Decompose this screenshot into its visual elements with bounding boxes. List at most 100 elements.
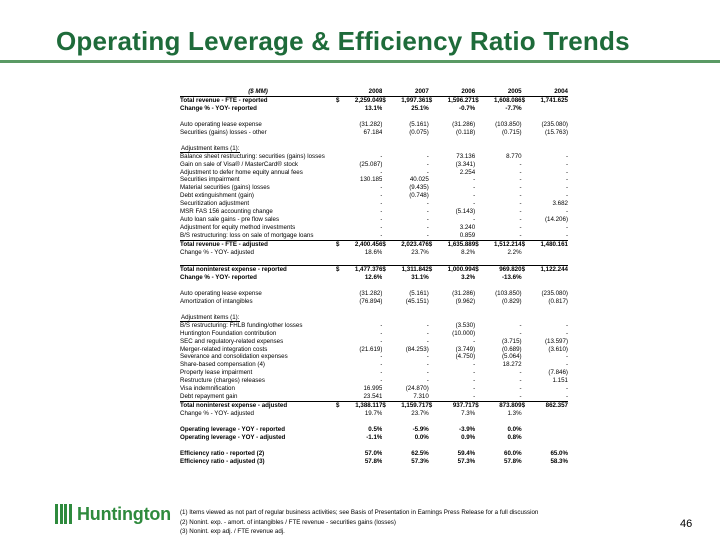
year-header: 2008 xyxy=(336,88,383,97)
cell-value: 16.995 xyxy=(363,385,383,393)
row-label: Balance sheet restructuring: securities … xyxy=(180,152,325,160)
table-row: Change % - YOY- adjusted 19.7% 23.7% 7.3% 1.… xyxy=(180,410,568,418)
cell-value: 7.310 xyxy=(413,393,429,401)
cell-value: - xyxy=(565,353,568,361)
spacer-row xyxy=(180,442,568,450)
cell-value: 18.6% xyxy=(364,249,383,257)
row-label: Total revenue - FTE - reported xyxy=(180,96,268,104)
cell-value: - xyxy=(380,353,383,361)
cell-value: (0.118) xyxy=(456,128,476,136)
cell-value: - xyxy=(519,393,522,401)
table-row: MSR FAS 156 accounting change - - (5.143) - - xyxy=(180,208,568,216)
cell-value: - xyxy=(519,200,522,208)
cell-value: 2.254 xyxy=(459,168,476,176)
cell-value: $1,311.842 xyxy=(382,264,429,274)
cell-value: 1.151 xyxy=(552,377,568,385)
cell-value xyxy=(429,282,475,290)
cell-value: (25.087) xyxy=(359,160,383,168)
table-row: Gain on sale of Visa® / MasterCard® stoc… xyxy=(180,161,568,169)
slide-title: Operating Leverage & Efficiency Ratio Tr… xyxy=(56,26,630,56)
cell-value: $1,477.376 xyxy=(336,264,383,274)
table-row: Auto operating lease expense (31.282) (5.1… xyxy=(180,290,568,298)
cell-value: - xyxy=(380,337,383,345)
cell-value: 130.185 xyxy=(360,176,383,184)
currency-symbol: $ xyxy=(428,241,433,249)
cell-value: - xyxy=(473,393,476,401)
cell-value: - xyxy=(426,361,429,369)
cell-value: $1,741.625 xyxy=(521,96,568,104)
cell-value: - xyxy=(519,224,522,232)
currency-symbol: $ xyxy=(475,241,479,249)
footnote: (2) Nonint. exp. - amort. of intangibles… xyxy=(180,518,396,526)
cell-value: - xyxy=(380,369,383,377)
cell-value xyxy=(336,145,382,153)
cell-value: 0.8% xyxy=(507,433,522,441)
cell-value: (0.715) xyxy=(501,128,522,136)
cell-value: - xyxy=(519,321,522,329)
row-label: Adjustment for equity method investments xyxy=(180,224,296,232)
table-row: Securities (gains) losses - other 67.184 (… xyxy=(180,129,568,137)
cell-value: (14.206) xyxy=(544,216,568,224)
cell-value: - xyxy=(426,377,429,385)
cell-value xyxy=(382,418,428,426)
cell-value: - xyxy=(426,369,429,377)
cell-value: 31.1% xyxy=(411,273,429,281)
cell-value: -0.7% xyxy=(459,104,476,112)
table-row: Operating leverage - YOY - reported 0.5% -… xyxy=(180,426,568,434)
spacer-row xyxy=(180,113,568,121)
row-label: Amortization of intangibles xyxy=(180,297,253,305)
cell-value: - xyxy=(519,168,522,176)
cell-value: 57.8% xyxy=(364,457,383,465)
currency-symbol: $ xyxy=(382,402,386,410)
cell-value: (5.143) xyxy=(455,208,476,216)
currency-symbol: $ xyxy=(475,265,479,273)
table-row: Efficiency ratio - adjusted (3) 57.8% 57.3… xyxy=(180,458,568,466)
cell-value xyxy=(382,442,428,450)
currency-symbol: $ xyxy=(336,96,340,104)
cell-value xyxy=(336,442,382,450)
row-label: Adjustment items (1): xyxy=(180,144,241,153)
row-label: Auto operating lease expense xyxy=(180,120,262,128)
cell-value xyxy=(522,113,568,121)
currency-symbol: $ xyxy=(521,265,526,273)
cell-value xyxy=(382,306,428,314)
cell-value: (3.341) xyxy=(455,160,476,168)
cell-value: 73.136 xyxy=(456,152,476,160)
year-header: 2005 xyxy=(475,88,522,97)
currency-symbol: $ xyxy=(336,265,340,273)
row-label: Severance and consolidation expenses xyxy=(180,353,288,361)
cell-value: $1,122.244 xyxy=(521,264,568,274)
cell-value: (0.829) xyxy=(501,297,522,305)
cell-value: $873.809 xyxy=(475,401,522,411)
cell-value: - xyxy=(380,184,383,192)
cell-value xyxy=(382,282,428,290)
cell-value: $862.357 xyxy=(521,401,568,411)
cell-value: - xyxy=(473,192,476,200)
year-header: 2007 xyxy=(382,88,429,97)
row-label: Securities (gains) losses - other xyxy=(180,128,267,136)
cell-value: $2,259.049 xyxy=(336,96,383,104)
cell-value: (9.435) xyxy=(409,184,429,192)
currency-symbol: $ xyxy=(521,96,526,104)
cell-value: - xyxy=(380,200,383,208)
cell-value: 57.3% xyxy=(457,457,476,465)
table-row: Property lease impairment - - - - (7.846) xyxy=(180,369,568,377)
table-row: Adjustment to defer home equity annual f… xyxy=(180,169,568,177)
cell-value: - xyxy=(380,192,383,200)
cell-value xyxy=(522,105,568,113)
row-label: Visa indemnification xyxy=(180,385,235,393)
cell-value: - xyxy=(519,385,522,393)
cell-value xyxy=(336,137,382,145)
currency-symbol: $ xyxy=(382,96,386,104)
cell-value xyxy=(522,434,568,442)
row-label xyxy=(180,418,336,426)
cell-value: - xyxy=(426,321,429,329)
cell-value: - xyxy=(426,232,429,240)
cell-value: - xyxy=(473,184,476,192)
table-row: Visa indemnification 16.995 (24.870) - - - xyxy=(180,385,568,393)
cell-value: $1,480.161 xyxy=(521,240,568,250)
cell-value: - xyxy=(473,337,476,345)
spacer-row xyxy=(180,418,568,426)
cell-value: (4.750) xyxy=(455,353,476,361)
row-label: B/S restructuring: FHLB funding/other lo… xyxy=(180,321,303,329)
